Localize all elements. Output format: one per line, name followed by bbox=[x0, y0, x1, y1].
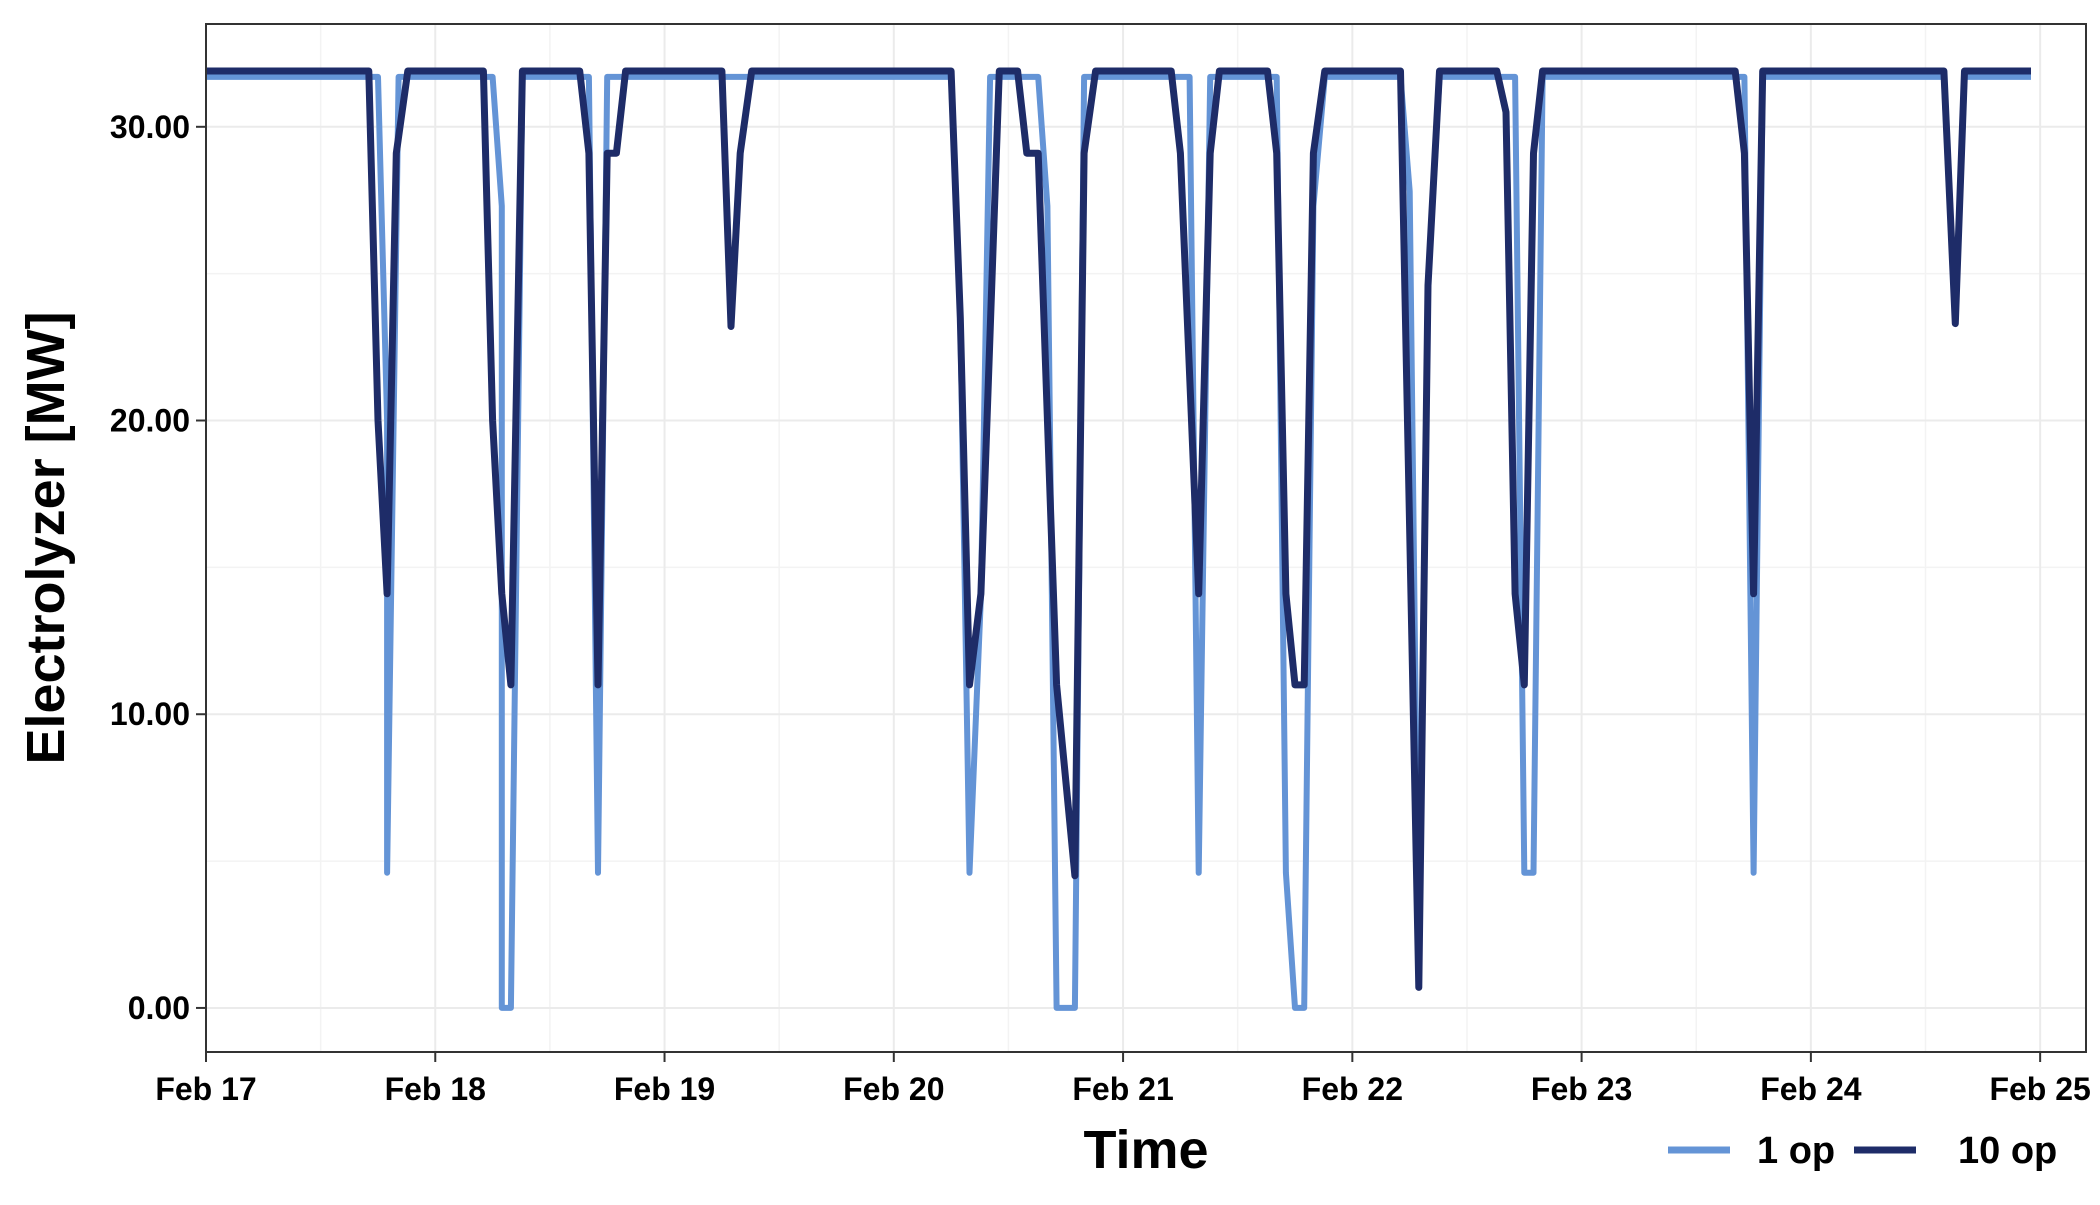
y-tick-label: 10.00 bbox=[110, 696, 190, 732]
legend: 1 op 10 op bbox=[1668, 1130, 2057, 1172]
y-tick-label: 20.00 bbox=[110, 403, 190, 439]
x-tick-label: Feb 19 bbox=[614, 1071, 715, 1107]
x-tick-label: Feb 22 bbox=[1302, 1071, 1403, 1107]
y-tick-label: 0.00 bbox=[128, 990, 190, 1026]
y-axis-title: Electrolyzer [MW] bbox=[16, 311, 76, 764]
x-axis-title: Time bbox=[1083, 1120, 1208, 1180]
x-axis: Feb 17 Feb 18 Feb 19 Feb 20 Feb 21 Feb 22 Feb … bbox=[155, 1052, 2091, 1107]
series-line-10-op bbox=[206, 67, 2031, 991]
y-tick-label: 30.00 bbox=[110, 109, 190, 145]
x-tick-label: Feb 23 bbox=[1531, 1071, 1632, 1107]
series-layer bbox=[206, 67, 2031, 1011]
x-tick-label: Feb 17 bbox=[155, 1071, 256, 1107]
plot-panel-border bbox=[205, 23, 2087, 1053]
legend-label-1-op: 1 op bbox=[1757, 1130, 1835, 1172]
y-axis: 0.00 10.00 20.00 30.00 bbox=[110, 109, 206, 1026]
legend-label-10-op: 10 op bbox=[1958, 1130, 2057, 1172]
x-tick-label: Feb 18 bbox=[385, 1071, 486, 1107]
x-tick-label: Feb 25 bbox=[1989, 1071, 2090, 1107]
x-tick-label: Feb 24 bbox=[1760, 1071, 1862, 1107]
x-tick-label: Feb 20 bbox=[843, 1071, 944, 1107]
x-tick-label: Feb 21 bbox=[1072, 1071, 1173, 1107]
